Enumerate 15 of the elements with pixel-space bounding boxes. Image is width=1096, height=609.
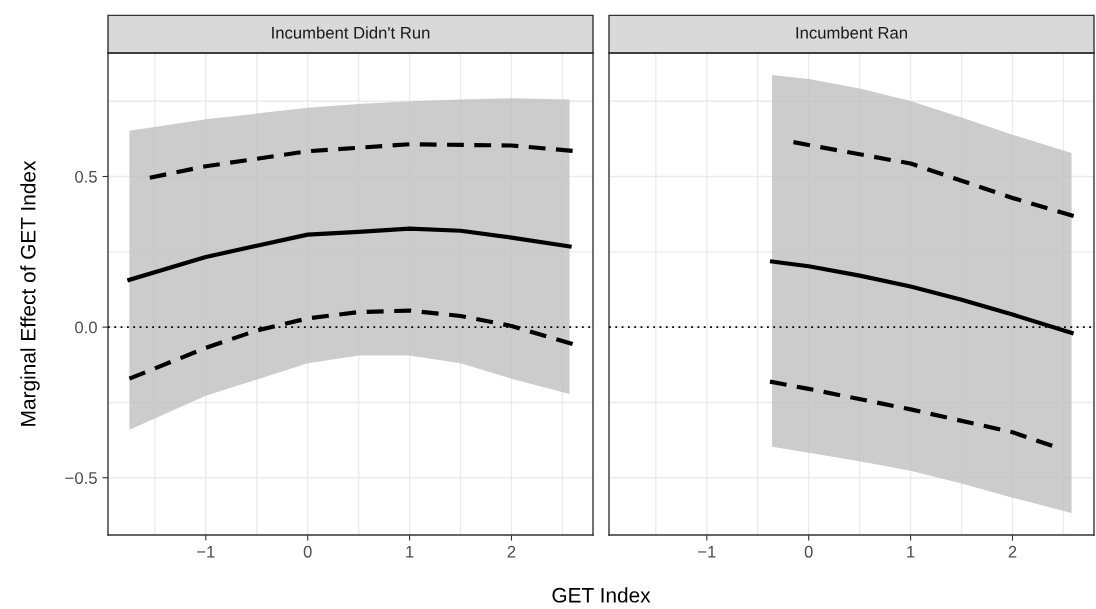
chart-title: Incumbent Ran <box>796 26 907 39</box>
x-tick-label: 2 <box>507 545 516 558</box>
x-tick-label: 1 <box>907 546 915 558</box>
x-axis-title: GET Index <box>552 587 651 603</box>
y-tick-label: 0.0 <box>75 321 97 334</box>
chart-title: Incumbent Didn't Run <box>272 26 430 39</box>
y-axis-title: Marginal Effect of GET Index <box>20 160 40 426</box>
x-tick-label: −1 <box>197 546 215 558</box>
x-tick-label: 0 <box>303 545 312 558</box>
y-tick-label: 0.5 <box>75 170 97 183</box>
x-tick-label: −1 <box>698 546 716 558</box>
x-tick-label: 2 <box>1008 545 1017 558</box>
y-tick-label: −0.5 <box>65 472 97 484</box>
x-tick-label: 0 <box>804 545 813 558</box>
x-tick-label: 1 <box>406 546 414 558</box>
